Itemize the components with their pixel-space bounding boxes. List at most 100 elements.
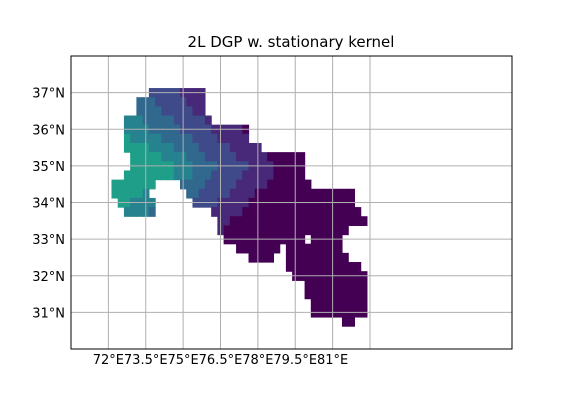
heatmap-cell bbox=[204, 179, 212, 190]
heatmap-cell bbox=[111, 179, 119, 190]
heatmap-cell bbox=[298, 170, 306, 181]
heatmap-cell bbox=[155, 152, 162, 162]
heatmap-cell bbox=[341, 280, 349, 291]
heatmap-cell bbox=[317, 225, 324, 236]
heatmap-cell bbox=[354, 207, 362, 217]
heatmap-cell bbox=[341, 289, 349, 300]
heatmap-cell bbox=[341, 188, 349, 199]
heatmap-cell bbox=[130, 152, 137, 162]
heatmap-cell bbox=[136, 152, 144, 162]
heatmap-cell bbox=[335, 225, 343, 236]
heatmap-cell bbox=[173, 170, 181, 181]
heatmap-cell bbox=[211, 133, 218, 144]
heatmap-cell bbox=[273, 179, 281, 190]
heatmap-cell bbox=[323, 207, 331, 217]
heatmap-cell bbox=[198, 152, 206, 162]
heatmap-cell bbox=[236, 179, 243, 190]
heatmap-cell bbox=[204, 142, 212, 153]
heatmap-cell bbox=[198, 115, 206, 126]
heatmap-cell bbox=[173, 152, 181, 162]
heatmap-cell bbox=[317, 298, 324, 309]
heatmap-cell bbox=[161, 106, 169, 117]
heatmap-cell bbox=[310, 225, 318, 236]
heatmap-cell bbox=[348, 316, 356, 327]
heatmap-cell bbox=[310, 252, 318, 263]
heatmap-cell bbox=[273, 188, 281, 199]
heatmap-cell bbox=[335, 298, 343, 309]
heatmap-cell bbox=[167, 106, 175, 117]
heatmap-cell bbox=[117, 188, 125, 199]
heatmap-cell bbox=[248, 188, 256, 199]
heatmap-cell bbox=[186, 152, 194, 162]
heatmap-cell bbox=[267, 243, 275, 254]
heatmap-cell bbox=[242, 216, 250, 226]
heatmap-cell bbox=[148, 133, 156, 144]
heatmap-cell bbox=[211, 179, 218, 190]
heatmap-cell bbox=[223, 142, 231, 153]
heatmap-cell bbox=[360, 280, 368, 291]
heatmap-cell bbox=[130, 142, 137, 153]
heatmap-cell bbox=[204, 152, 212, 162]
heatmap-cell bbox=[304, 225, 312, 236]
heatmap-cell bbox=[335, 188, 343, 199]
heatmap-cell bbox=[260, 207, 268, 217]
heatmap-cell bbox=[155, 133, 162, 144]
heatmap-cell bbox=[323, 262, 331, 272]
heatmap-cell bbox=[136, 97, 144, 107]
x-tick-label: 79.5°E bbox=[273, 353, 317, 368]
heatmap-cell bbox=[130, 207, 137, 217]
heatmap-cell bbox=[323, 216, 331, 226]
heatmap-cell bbox=[229, 179, 237, 190]
y-axis-ticks: 31°N 32°N 33°N 34°N 35°N 36°N 37°N bbox=[32, 87, 65, 322]
heatmap-cell bbox=[148, 170, 156, 181]
heatmap-cell bbox=[285, 216, 293, 226]
chart-title: 2L DGP w. stationary kernel bbox=[188, 33, 395, 51]
heatmap-cell bbox=[310, 280, 318, 291]
heatmap-cell bbox=[279, 170, 287, 181]
heatmap-cell bbox=[323, 243, 331, 254]
heatmap-cell bbox=[260, 252, 268, 263]
heatmap-cell bbox=[130, 179, 137, 190]
heatmap-cell bbox=[317, 289, 324, 300]
heatmap-cell bbox=[242, 170, 250, 181]
heatmap-cell bbox=[341, 298, 349, 309]
heatmap-cell bbox=[223, 225, 231, 236]
heatmap-cell bbox=[173, 106, 181, 117]
heatmap-cell bbox=[335, 216, 343, 226]
heatmap-cell bbox=[173, 133, 181, 144]
heatmap-cell bbox=[211, 152, 218, 162]
heatmap-cell bbox=[192, 152, 200, 162]
heatmap-cell bbox=[148, 207, 156, 217]
heatmap-cell bbox=[260, 225, 268, 236]
heatmap-cell bbox=[304, 207, 312, 217]
heatmap-cell bbox=[267, 170, 275, 181]
heatmap-cell bbox=[148, 152, 156, 162]
x-tick-label: 75°E bbox=[167, 353, 198, 368]
heatmap-cell bbox=[148, 142, 156, 153]
heatmap-cell bbox=[298, 262, 306, 272]
heatmap-cell bbox=[223, 207, 231, 217]
y-tick-label: 32°N bbox=[32, 270, 65, 285]
heatmap-cell bbox=[223, 216, 231, 226]
heatmap-cell bbox=[136, 207, 144, 217]
x-tick-label: 73.5°E bbox=[124, 353, 168, 368]
heatmap-cell bbox=[223, 152, 231, 162]
heatmap-cell bbox=[267, 179, 275, 190]
heatmap-cell bbox=[167, 170, 175, 181]
heatmap-cell bbox=[204, 133, 212, 144]
heatmap-cell bbox=[186, 188, 194, 199]
heatmap-cell bbox=[323, 252, 331, 263]
heatmap-cell bbox=[173, 115, 181, 126]
heatmap-cell bbox=[236, 216, 243, 226]
heatmap-cell bbox=[211, 142, 218, 153]
heatmap-cell bbox=[186, 133, 194, 144]
heatmap-cell bbox=[173, 97, 181, 107]
heatmap-cell bbox=[123, 115, 131, 126]
heatmap-cell bbox=[354, 298, 362, 309]
heatmap-cell bbox=[136, 170, 144, 181]
heatmap-cell bbox=[279, 216, 287, 226]
heatmap-cell bbox=[273, 225, 281, 236]
heatmap-cell bbox=[341, 216, 349, 226]
heatmap-cell bbox=[242, 243, 250, 254]
heatmap-cell bbox=[279, 179, 287, 190]
